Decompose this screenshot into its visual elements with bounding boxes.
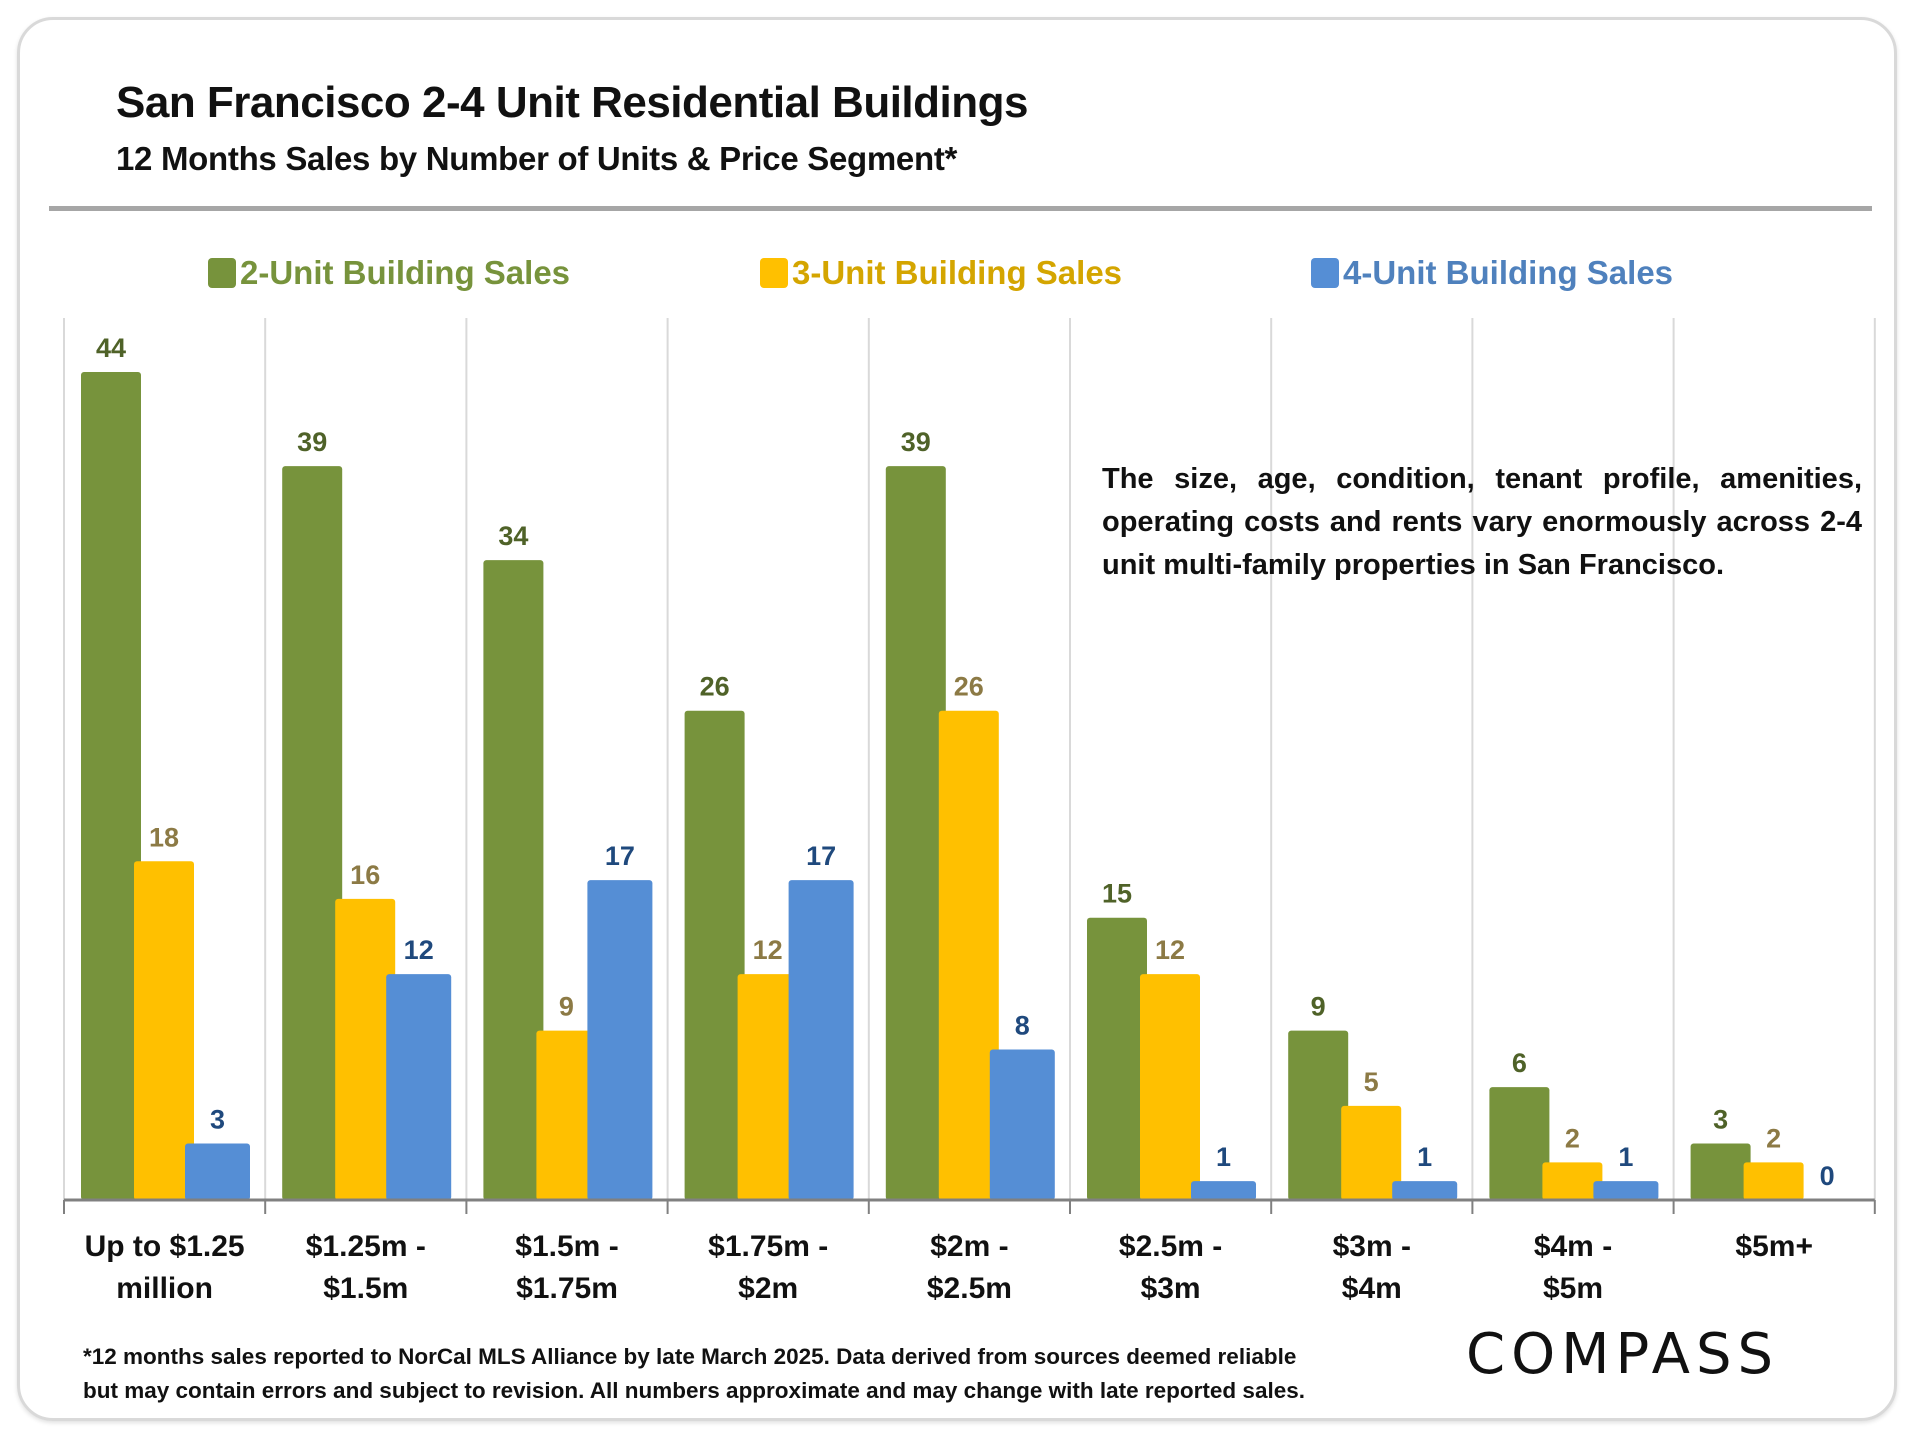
data-label: 34	[498, 521, 528, 551]
x-tick-label: $1.25m -	[306, 1230, 426, 1263]
legend-item-2-unit: 2-Unit Building Sales	[208, 254, 570, 292]
bar-4-unit	[1191, 1181, 1256, 1200]
x-tick-label: $1.75m	[516, 1272, 618, 1305]
bar-3-unit	[938, 710, 999, 1200]
data-label: 5	[1364, 1067, 1379, 1097]
data-label: 8	[1015, 1010, 1030, 1040]
bar-4-unit	[587, 880, 653, 1200]
bar-2-unit	[1087, 917, 1147, 1200]
bar-4-unit	[989, 1049, 1055, 1200]
bar-2-unit	[1690, 1143, 1751, 1200]
legend-swatch-2-unit	[208, 258, 236, 288]
bar-2-unit	[1489, 1087, 1550, 1200]
compass-logo: COMPASS	[1466, 1322, 1780, 1387]
data-label: 39	[901, 427, 931, 457]
bar-4-unit	[1392, 1181, 1458, 1200]
chart-annotation: The size, age, condition, tenant profile…	[1102, 463, 1862, 581]
data-label: 2	[1766, 1123, 1781, 1153]
legend-swatch-3-unit	[760, 258, 788, 288]
data-label: 16	[350, 860, 380, 890]
bar-2-unit	[885, 466, 946, 1200]
x-tick-label: $2.5m	[927, 1272, 1012, 1305]
x-tick-label: $1.5m -	[515, 1230, 618, 1263]
bar-3-unit	[335, 898, 396, 1200]
bar-3-unit	[1140, 974, 1200, 1200]
bar-3-unit	[1743, 1162, 1804, 1200]
footnote-line-1: *12 months sales reported to NorCal MLS …	[83, 1344, 1297, 1369]
data-label: 17	[806, 841, 836, 871]
data-label: 9	[559, 992, 574, 1022]
footnote: *12 months sales reported to NorCal MLS …	[83, 1340, 1305, 1408]
x-tick-label: $3m -	[1333, 1230, 1411, 1263]
data-label: 6	[1512, 1048, 1527, 1078]
x-tick-label: Up to $1.25	[85, 1230, 245, 1263]
data-label: 44	[96, 333, 126, 363]
x-tick-label: $1.5m	[323, 1272, 408, 1305]
chart-subtitle: 12 Months Sales by Number of Units & Pri…	[116, 140, 958, 177]
data-label: 17	[605, 841, 635, 871]
x-tick-label: $1.75m -	[708, 1230, 828, 1263]
footnote-line-2: but may contain errors and subject to re…	[83, 1378, 1305, 1403]
legend-label-2-unit: 2-Unit Building Sales	[240, 254, 571, 291]
data-label: 12	[753, 935, 783, 965]
bar-4-unit	[788, 880, 854, 1200]
data-label: 1	[1618, 1142, 1633, 1172]
bar-2-unit	[282, 466, 343, 1200]
x-tick-label: $2m	[738, 1272, 798, 1305]
legend-item-4-unit: 4-Unit Building Sales	[1311, 254, 1673, 292]
data-label: 15	[1102, 879, 1132, 909]
chart-frame	[17, 17, 1897, 1421]
data-label: 3	[210, 1105, 225, 1135]
data-label: 12	[404, 935, 434, 965]
x-tick-label: $4m	[1342, 1272, 1402, 1305]
bar-3-unit	[1542, 1162, 1603, 1200]
x-tick-label: $4m -	[1534, 1230, 1612, 1263]
data-label: 1	[1417, 1142, 1432, 1172]
data-label: 26	[954, 672, 984, 702]
x-tick-label: $2m -	[930, 1230, 1008, 1263]
bar-2-unit	[1288, 1030, 1349, 1200]
bar-3-unit	[737, 974, 798, 1200]
legend-label-3-unit: 3-Unit Building Sales	[792, 254, 1123, 291]
data-label: 3	[1713, 1105, 1728, 1135]
x-tick-label: $5m+	[1735, 1230, 1813, 1263]
bar-2-unit	[81, 372, 141, 1200]
data-label: 26	[700, 672, 730, 702]
data-label: 0	[1820, 1161, 1835, 1191]
legend-item-3-unit: 3-Unit Building Sales	[760, 254, 1122, 292]
header-divider	[49, 206, 1872, 211]
data-label: 12	[1155, 935, 1185, 965]
data-label: 39	[297, 427, 327, 457]
data-label: 1	[1216, 1142, 1231, 1172]
bar-2-unit	[483, 560, 544, 1200]
legend-label-4-unit: 4-Unit Building Sales	[1343, 254, 1674, 291]
data-label: 9	[1311, 992, 1326, 1022]
legend-swatch-4-unit	[1311, 258, 1339, 288]
data-label: 18	[149, 822, 179, 852]
bar-4-unit	[386, 974, 452, 1200]
bar-4-unit	[185, 1143, 250, 1200]
bar-2-unit	[684, 710, 745, 1200]
bar-3-unit	[1341, 1105, 1402, 1200]
x-tick-label: $3m	[1141, 1272, 1201, 1305]
bar-3-unit	[134, 861, 194, 1200]
x-tick-label: $5m	[1543, 1272, 1603, 1305]
data-label: 2	[1565, 1123, 1580, 1153]
chart-title: San Francisco 2-4 Unit Residential Build…	[116, 78, 1028, 127]
bar-3-unit	[536, 1030, 597, 1200]
bar-4-unit	[1593, 1181, 1659, 1200]
x-tick-label: $2.5m -	[1119, 1230, 1222, 1263]
x-tick-label: million	[116, 1272, 213, 1305]
